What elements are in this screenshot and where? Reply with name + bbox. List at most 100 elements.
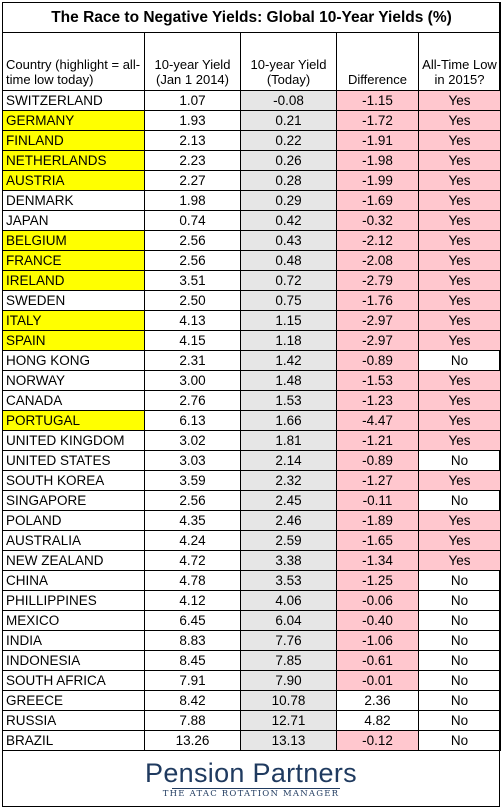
difference-cell: -0.06 xyxy=(336,590,419,611)
table-row: SOUTH AFRICA 7.91 7.90 -0.01 No xyxy=(2,670,501,691)
country-cell: ITALY xyxy=(2,310,145,331)
table-row: JAPAN 0.74 0.42 -0.32 Yes xyxy=(2,210,501,231)
jan2014-yield-cell: 0.74 xyxy=(144,210,241,231)
table-row: FRANCE 2.56 0.48 -2.08 Yes xyxy=(2,250,501,271)
today-yield-cell: 1.48 xyxy=(240,370,337,391)
country-cell: FRANCE xyxy=(2,250,145,271)
header-today: 10-year Yield (Today) xyxy=(240,32,337,91)
difference-cell: 2.36 xyxy=(336,690,419,711)
country-cell: HONG KONG xyxy=(2,350,145,371)
table-row: IRELAND 3.51 0.72 -2.79 Yes xyxy=(2,270,501,291)
alltime-low-cell: No xyxy=(418,590,501,611)
alltime-low-cell: Yes xyxy=(418,270,501,291)
jan2014-yield-cell: 4.12 xyxy=(144,590,241,611)
jan2014-yield-cell: 1.07 xyxy=(144,90,241,111)
difference-cell: -0.89 xyxy=(336,450,419,471)
today-yield-cell: 0.21 xyxy=(240,110,337,131)
country-cell: GERMANY xyxy=(2,110,145,131)
difference-cell: -1.23 xyxy=(336,390,419,411)
table-row: SPAIN 4.15 1.18 -2.97 Yes xyxy=(2,330,501,351)
alltime-low-cell: Yes xyxy=(418,190,501,211)
alltime-low-cell: No xyxy=(418,710,501,731)
today-yield-cell: 7.90 xyxy=(240,670,337,691)
alltime-low-cell: No xyxy=(418,610,501,631)
today-yield-cell: 1.42 xyxy=(240,350,337,371)
difference-cell: -1.53 xyxy=(336,370,419,391)
jan2014-yield-cell: 3.59 xyxy=(144,470,241,491)
difference-cell: -1.34 xyxy=(336,550,419,571)
alltime-low-cell: Yes xyxy=(418,170,501,191)
jan2014-yield-cell: 4.15 xyxy=(144,330,241,351)
difference-cell: -0.32 xyxy=(336,210,419,231)
difference-cell: -1.27 xyxy=(336,470,419,491)
today-yield-cell: 1.53 xyxy=(240,390,337,411)
alltime-low-cell: No xyxy=(418,350,501,371)
alltime-low-cell: No xyxy=(418,670,501,691)
jan2014-yield-cell: 7.88 xyxy=(144,710,241,731)
alltime-low-cell: Yes xyxy=(418,90,501,111)
difference-cell: -1.25 xyxy=(336,570,419,591)
jan2014-yield-cell: 2.31 xyxy=(144,350,241,371)
alltime-low-cell: No xyxy=(418,730,501,751)
pension-partners-logo: Pension Partners xyxy=(145,758,357,788)
jan2014-yield-cell: 3.00 xyxy=(144,370,241,391)
today-yield-cell: 10.78 xyxy=(240,690,337,711)
country-cell: SOUTH AFRICA xyxy=(2,670,145,691)
alltime-low-cell: Yes xyxy=(418,250,501,271)
table-row: GERMANY 1.93 0.21 -1.72 Yes xyxy=(2,110,501,131)
table-row: SINGAPORE 2.56 2.45 -0.11 No xyxy=(2,490,501,511)
today-yield-cell: 7.76 xyxy=(240,630,337,651)
today-yield-cell: 0.43 xyxy=(240,230,337,251)
alltime-low-cell: No xyxy=(418,690,501,711)
table-row: SWITZERLAND 1.07 -0.08 -1.15 Yes xyxy=(2,90,501,111)
alltime-low-cell: Yes xyxy=(418,510,501,531)
country-cell: INDIA xyxy=(2,630,145,651)
today-yield-cell: 3.38 xyxy=(240,550,337,571)
jan2014-yield-cell: 3.03 xyxy=(144,450,241,471)
today-yield-cell: 1.66 xyxy=(240,410,337,431)
alltime-low-cell: Yes xyxy=(418,470,501,491)
difference-cell: -2.12 xyxy=(336,230,419,251)
difference-cell: -1.98 xyxy=(336,150,419,171)
jan2014-yield-cell: 4.24 xyxy=(144,530,241,551)
country-cell: SWITZERLAND xyxy=(2,90,145,111)
today-yield-cell: 2.32 xyxy=(240,470,337,491)
today-yield-cell: 0.42 xyxy=(240,210,337,231)
today-yield-cell: 6.04 xyxy=(240,610,337,631)
alltime-low-cell: No xyxy=(418,450,501,471)
today-yield-cell: 1.81 xyxy=(240,430,337,451)
country-cell: SOUTH KOREA xyxy=(2,470,145,491)
header-alltime-low: All-Time Low in 2015? xyxy=(418,32,501,91)
country-cell: FINLAND xyxy=(2,130,145,151)
table-row: HONG KONG 2.31 1.42 -0.89 No xyxy=(2,350,501,371)
header-country: Country (highlight = all-time low today) xyxy=(2,32,145,91)
alltime-low-cell: Yes xyxy=(418,290,501,311)
difference-cell: -2.97 xyxy=(336,310,419,331)
table-row: UNITED KINGDOM 3.02 1.81 -1.21 Yes xyxy=(2,430,501,451)
today-yield-cell: 0.26 xyxy=(240,150,337,171)
difference-cell: 4.82 xyxy=(336,710,419,731)
table-row: CHINA 4.78 3.53 -1.25 No xyxy=(2,570,501,591)
table-row: SWEDEN 2.50 0.75 -1.76 Yes xyxy=(2,290,501,311)
alltime-low-cell: Yes xyxy=(418,370,501,391)
country-cell: PORTUGAL xyxy=(2,410,145,431)
table-row: NEW ZEALAND 4.72 3.38 -1.34 Yes xyxy=(2,550,501,571)
table-row: POLAND 4.35 2.46 -1.89 Yes xyxy=(2,510,501,531)
alltime-low-cell: No xyxy=(418,490,501,511)
country-cell: POLAND xyxy=(2,510,145,531)
table-row: PORTUGAL 6.13 1.66 -4.47 Yes xyxy=(2,410,501,431)
difference-cell: -0.89 xyxy=(336,350,419,371)
today-yield-cell: 0.75 xyxy=(240,290,337,311)
country-cell: BRAZIL xyxy=(2,730,145,751)
country-cell: CANADA xyxy=(2,390,145,411)
table-row: NORWAY 3.00 1.48 -1.53 Yes xyxy=(2,370,501,391)
country-cell: UNITED STATES xyxy=(2,450,145,471)
today-yield-cell: 0.22 xyxy=(240,130,337,151)
difference-cell: -1.76 xyxy=(336,290,419,311)
jan2014-yield-cell: 2.56 xyxy=(144,490,241,511)
alltime-low-cell: Yes xyxy=(418,430,501,451)
table-row: PHILLIPPINES 4.12 4.06 -0.06 No xyxy=(2,590,501,611)
jan2014-yield-cell: 2.27 xyxy=(144,170,241,191)
today-yield-cell: 2.46 xyxy=(240,510,337,531)
country-cell: NEW ZEALAND xyxy=(2,550,145,571)
